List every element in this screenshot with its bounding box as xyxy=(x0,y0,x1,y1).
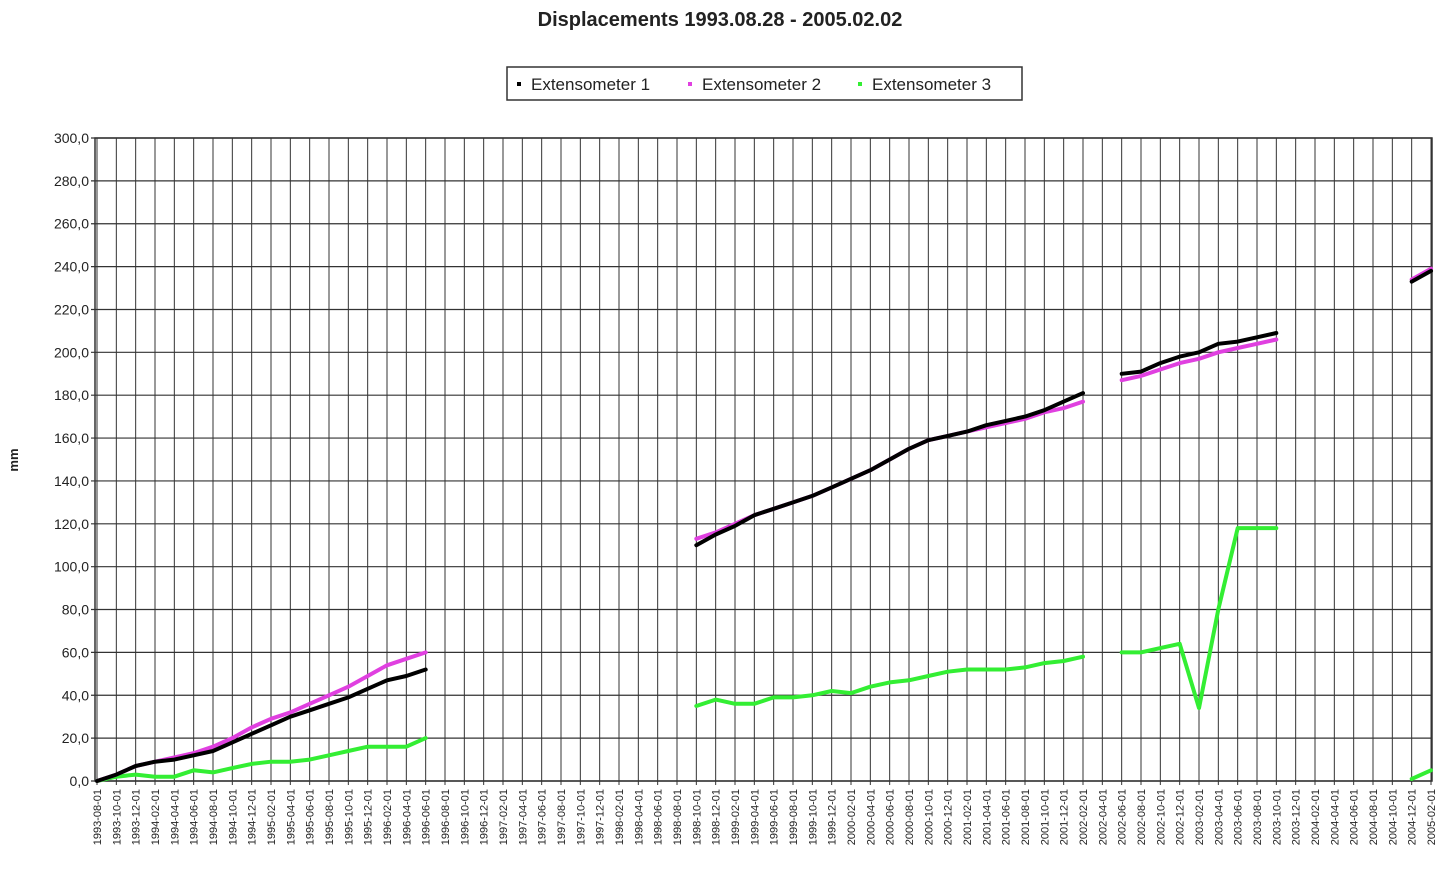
x-tick-label: 2003-08-01 xyxy=(1252,789,1264,845)
x-tick-label: 1993-08-01 xyxy=(92,789,104,845)
y-tick-label: 160,0 xyxy=(54,430,89,446)
x-tick-label: 2002-12-01 xyxy=(1175,789,1187,845)
x-tick-label: 2004-02-01 xyxy=(1310,789,1322,845)
chart-title: Displacements 1993.08.28 - 2005.02.02 xyxy=(538,9,903,31)
x-tick-label: 2004-12-01 xyxy=(1407,789,1419,845)
x-tick-label: 1999-02-01 xyxy=(730,789,742,845)
x-tick-label: 2001-08-01 xyxy=(1020,789,1032,845)
legend-marker xyxy=(688,82,692,86)
x-tick-label: 2003-12-01 xyxy=(1291,789,1303,845)
x-tick-label: 2001-06-01 xyxy=(1001,789,1013,845)
x-tick-label: 2002-06-01 xyxy=(1117,789,1129,845)
x-tick-label: 2004-08-01 xyxy=(1368,789,1380,845)
x-tick-label: 2004-06-01 xyxy=(1349,789,1361,845)
legend-marker xyxy=(858,82,862,86)
x-tick-label: 1999-12-01 xyxy=(827,789,839,845)
y-tick-label: 240,0 xyxy=(54,259,89,275)
legend-label: Extensometer 1 xyxy=(531,75,650,94)
x-tick-label: 1994-04-01 xyxy=(169,789,181,845)
x-tick-label: 2002-08-01 xyxy=(1136,789,1148,845)
plot-area xyxy=(94,137,1433,782)
x-tick-label: 1994-08-01 xyxy=(208,789,220,845)
x-tick-label: 1996-06-01 xyxy=(421,789,433,845)
x-tick-label: 2003-02-01 xyxy=(1194,789,1206,845)
y-tick-label: 200,0 xyxy=(54,344,89,360)
x-tick-label: 2001-02-01 xyxy=(962,789,974,845)
y-tick-label: 100,0 xyxy=(54,559,89,575)
series-line xyxy=(95,268,1433,783)
x-tick-label: 1999-04-01 xyxy=(749,789,761,845)
x-tick-label: 1993-10-01 xyxy=(111,789,123,845)
x-tick-label: 1999-06-01 xyxy=(769,789,781,845)
x-tick-label: 1994-02-01 xyxy=(150,789,162,845)
x-tick-label: 1993-12-01 xyxy=(131,789,143,845)
y-tick-label: 60,0 xyxy=(62,644,89,660)
y-tick-label: 180,0 xyxy=(54,387,89,403)
x-tick-label: 1995-12-01 xyxy=(363,789,375,845)
x-tick-label: 2003-06-01 xyxy=(1233,789,1245,845)
legend-label: Extensometer 2 xyxy=(702,75,821,94)
x-tick-label: 1997-08-01 xyxy=(556,789,568,845)
x-tick-label: 1995-08-01 xyxy=(324,789,336,845)
x-tick-label: 1997-06-01 xyxy=(537,789,549,845)
x-tick-label: 1998-06-01 xyxy=(653,789,665,845)
x-tick-label: 1995-10-01 xyxy=(343,789,355,845)
y-tick-label: 0,0 xyxy=(70,773,90,789)
x-tick-label: 1995-02-01 xyxy=(266,789,278,845)
y-tick-label: 120,0 xyxy=(54,516,89,532)
x-tick-label: 2004-04-01 xyxy=(1329,789,1341,845)
x-tick-label: 1998-08-01 xyxy=(672,789,684,845)
x-tick-label: 2000-12-01 xyxy=(943,789,955,845)
x-tick-label: 1996-04-01 xyxy=(401,789,413,845)
x-tick-label: 1996-10-01 xyxy=(459,789,471,845)
y-tick-label: 40,0 xyxy=(62,687,89,703)
x-tick-label: 2000-10-01 xyxy=(923,789,935,845)
x-tick-label: 1998-10-01 xyxy=(691,789,703,845)
x-tick-label: 2001-04-01 xyxy=(981,789,993,845)
y-tick-label: 280,0 xyxy=(54,173,89,189)
x-tick-label: 1994-10-01 xyxy=(227,789,239,845)
y-axis-label: mm xyxy=(6,448,21,471)
x-tick-label: 1994-12-01 xyxy=(247,789,259,845)
x-tick-label: 1999-10-01 xyxy=(807,789,819,845)
x-tick-label: 1995-04-01 xyxy=(285,789,297,845)
x-tick-label: 2000-04-01 xyxy=(865,789,877,845)
x-tick-label: 2002-02-01 xyxy=(1078,789,1090,845)
legend xyxy=(506,66,1023,101)
x-tick-label: 1997-12-01 xyxy=(595,789,607,845)
y-tick-label: 20,0 xyxy=(62,730,89,746)
x-tick-label: 2001-12-01 xyxy=(1059,789,1071,845)
x-tick-label: 1994-06-01 xyxy=(189,789,201,845)
x-tick-label: 1996-12-01 xyxy=(479,789,491,845)
x-tick-label: 2000-08-01 xyxy=(904,789,916,845)
x-tick-label: 1997-02-01 xyxy=(498,789,510,845)
legend-marker xyxy=(517,82,521,86)
y-tick-label: 260,0 xyxy=(54,216,89,232)
x-tick-label: 2002-10-01 xyxy=(1155,789,1167,845)
x-tick-label: 1998-12-01 xyxy=(711,789,723,845)
x-tick-label: 2000-02-01 xyxy=(846,789,858,845)
x-tick-label: 2002-04-01 xyxy=(1097,789,1109,845)
y-tick-label: 300,0 xyxy=(54,130,89,146)
x-tick-label: 2000-06-01 xyxy=(885,789,897,845)
legend-label: Extensometer 3 xyxy=(872,75,991,94)
x-tick-label: 2001-10-01 xyxy=(1039,789,1051,845)
x-tick-label: 2005-02-01 xyxy=(1426,789,1438,845)
x-tick-label: 1997-04-01 xyxy=(517,789,529,845)
x-tick-label: 1998-04-01 xyxy=(633,789,645,845)
y-tick-label: 80,0 xyxy=(62,602,89,618)
x-tick-label: 2004-10-01 xyxy=(1387,789,1399,845)
x-tick-label: 1996-08-01 xyxy=(440,789,452,845)
series-line xyxy=(95,526,1433,783)
x-tick-label: 1998-02-01 xyxy=(614,789,626,845)
y-tick-label: 220,0 xyxy=(54,301,89,317)
x-tick-label: 1999-08-01 xyxy=(788,789,800,845)
x-tick-label: 1996-02-01 xyxy=(382,789,394,845)
x-tick-label: 2003-04-01 xyxy=(1213,789,1225,845)
y-tick-label: 140,0 xyxy=(54,473,89,489)
x-tick-label: 1995-06-01 xyxy=(305,789,317,845)
x-tick-label: 1997-10-01 xyxy=(575,789,587,845)
x-tick-label: 2003-10-01 xyxy=(1271,789,1283,845)
